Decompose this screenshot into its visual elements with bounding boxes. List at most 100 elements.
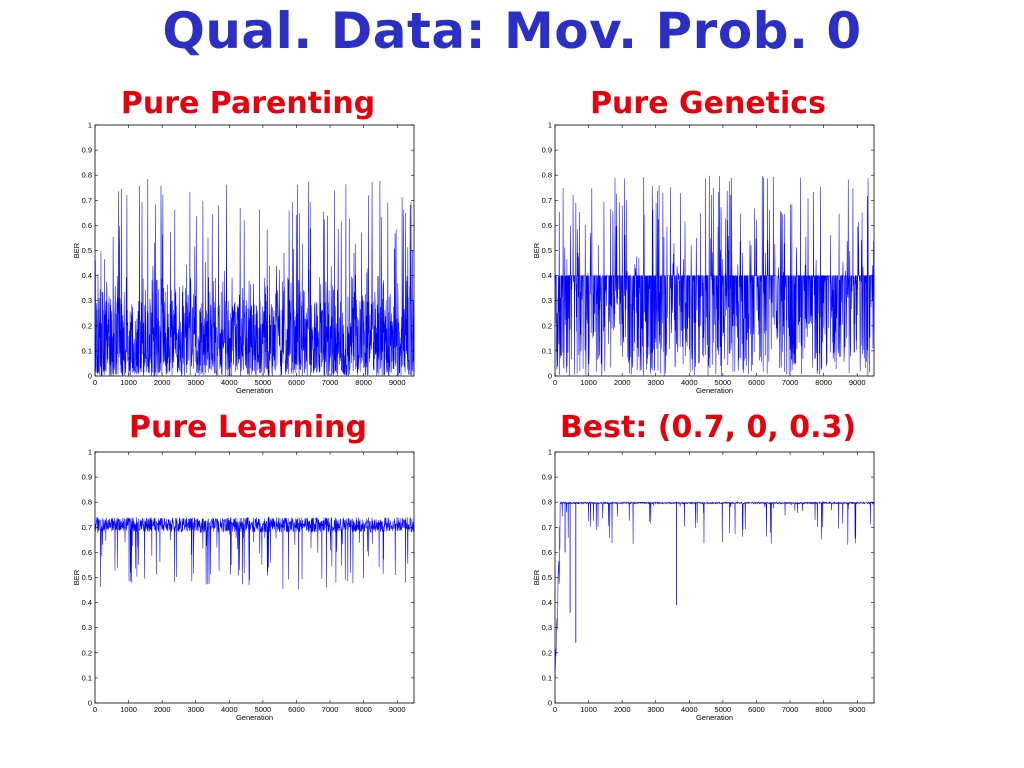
x-tick-label: 6000 [748, 378, 765, 387]
x-tick-label: 7000 [782, 378, 799, 387]
x-tick-label: 1000 [580, 378, 597, 387]
y-tick-label: 0.3 [542, 623, 552, 632]
y-tick-label: 0.3 [82, 296, 92, 305]
panel-title-genetics: Pure Genetics [590, 86, 826, 121]
y-tick-label: 0.2 [542, 648, 552, 657]
y-tick-label: 0.4 [542, 271, 552, 280]
x-tick-label: 4000 [681, 705, 698, 714]
y-tick-label: 0.9 [82, 473, 92, 482]
x-tick-label: 6000 [288, 705, 305, 714]
chart-pure-parenting: 0 0.1 0.2 0.3 0.4 0.5 0.6 0.7 0.8 0.9 1 0 1000 2000 30… [72, 121, 415, 395]
x-tick-label: 4000 [681, 378, 698, 387]
plot-frame [94, 451, 415, 704]
y-tick-label: 0.6 [82, 221, 92, 230]
x-tick-label: 5000 [255, 705, 272, 714]
x-tick-label: 0 [93, 378, 97, 387]
y-tick-label: 0.2 [82, 648, 92, 657]
y-tick-label: 0.5 [82, 573, 92, 582]
y-tick-label: 0.6 [542, 548, 552, 557]
y-axis-label: BER [532, 569, 541, 585]
y-tick-label: 0.9 [542, 146, 552, 155]
y-tick-label: 0.4 [82, 271, 92, 280]
y-tick-label: 0.2 [542, 321, 552, 330]
x-tick-label: 7000 [322, 378, 339, 387]
x-tick-label: 4000 [221, 705, 238, 714]
x-axis-label: Generation [236, 386, 273, 395]
y-axis-label: BER [72, 242, 81, 258]
panel-title-parenting: Pure Parenting [120, 86, 376, 121]
chart-pure-learning: 0 0.1 0.2 0.3 0.4 0.5 0.6 0.7 0.8 0.9 1 0 1000 2000 30… [72, 448, 415, 722]
y-tick-label: 0.1 [82, 346, 92, 355]
y-tick-label: 0.8 [82, 171, 92, 180]
y-tick-label: 0.1 [82, 673, 92, 682]
x-tick-label: 5000 [715, 705, 732, 714]
series-line [554, 175, 875, 376]
series-line [554, 501, 875, 678]
y-tick-label: 0 [548, 699, 552, 708]
y-tick-label: 0.6 [82, 548, 92, 557]
x-tick-label: 3000 [187, 705, 204, 714]
x-tick-label: 1000 [580, 705, 597, 714]
x-tick-label: 7000 [322, 705, 339, 714]
y-tick-label: 0.3 [542, 296, 552, 305]
x-tick-label: 0 [93, 705, 97, 714]
x-tick-label: 2000 [614, 705, 631, 714]
x-tick-label: 8000 [355, 705, 372, 714]
x-tick-label: 9000 [849, 705, 866, 714]
page-title: Qual. Data: Mov. Prob. 0 [162, 2, 862, 60]
y-tick-label: 0.4 [542, 598, 552, 607]
x-axis-label: Generation [236, 713, 273, 722]
x-axis-label: Generation [696, 713, 733, 722]
x-tick-label: 2000 [154, 705, 171, 714]
x-tick-label: 3000 [647, 705, 664, 714]
y-tick-label: 0.1 [542, 346, 552, 355]
y-tick-label: 0 [88, 372, 92, 381]
y-tick-label: 0.8 [542, 171, 552, 180]
x-tick-label: 8000 [815, 378, 832, 387]
series-line [94, 178, 415, 377]
x-axis-label: Generation [696, 386, 733, 395]
x-tick-label: 9000 [389, 378, 406, 387]
x-tick-label: 2000 [154, 378, 171, 387]
y-tick-label: 1 [88, 121, 92, 130]
x-tick-label: 8000 [355, 378, 372, 387]
y-tick-label: 0.4 [82, 598, 92, 607]
x-tick-label: 1000 [120, 705, 137, 714]
x-tick-label: 5000 [715, 378, 732, 387]
y-axis-label: BER [532, 242, 541, 258]
y-tick-label: 0.3 [82, 623, 92, 632]
x-tick-label: 0 [553, 378, 557, 387]
y-tick-label: 0.7 [542, 523, 552, 532]
y-tick-label: 0.5 [542, 246, 552, 255]
y-tick-label: 1 [548, 121, 552, 130]
y-axis-label: BER [72, 569, 81, 585]
y-tick-label: 0.7 [82, 523, 92, 532]
y-tick-label: 1 [548, 448, 552, 457]
x-tick-label: 9000 [389, 705, 406, 714]
y-tick-label: 0.1 [542, 673, 552, 682]
x-tick-label: 2000 [614, 378, 631, 387]
y-tick-label: 0.7 [82, 196, 92, 205]
x-tick-label: 9000 [849, 378, 866, 387]
x-tick-label: 4000 [221, 378, 238, 387]
x-tick-label: 5000 [255, 378, 272, 387]
series-line [94, 516, 415, 590]
y-tick-label: 0.6 [542, 221, 552, 230]
x-tick-label: 1000 [120, 378, 137, 387]
y-tick-label: 0.9 [542, 473, 552, 482]
y-tick-label: 0 [88, 699, 92, 708]
y-tick-label: 0.7 [542, 196, 552, 205]
y-tick-label: 0.2 [82, 321, 92, 330]
y-tick-label: 0.9 [82, 146, 92, 155]
x-tick-label: 3000 [647, 378, 664, 387]
panel-title-learning: Pure Learning [129, 410, 367, 445]
chart-best: 0 0.1 0.2 0.3 0.4 0.5 0.6 0.7 0.8 0.9 1 0 1000 2000 30… [532, 448, 875, 722]
panel-title-best: Best: (0.7, 0, 0.3) [559, 410, 857, 445]
y-tick-label: 0.8 [542, 498, 552, 507]
plot-frame [554, 124, 875, 377]
y-tick-label: 0 [548, 372, 552, 381]
x-tick-label: 3000 [187, 378, 204, 387]
x-tick-label: 8000 [815, 705, 832, 714]
y-tick-label: 0.5 [542, 573, 552, 582]
chart-pure-genetics: 0 0.1 0.2 0.3 0.4 0.5 0.6 0.7 0.8 0.9 1 0 1000 2000 30… [532, 121, 875, 395]
